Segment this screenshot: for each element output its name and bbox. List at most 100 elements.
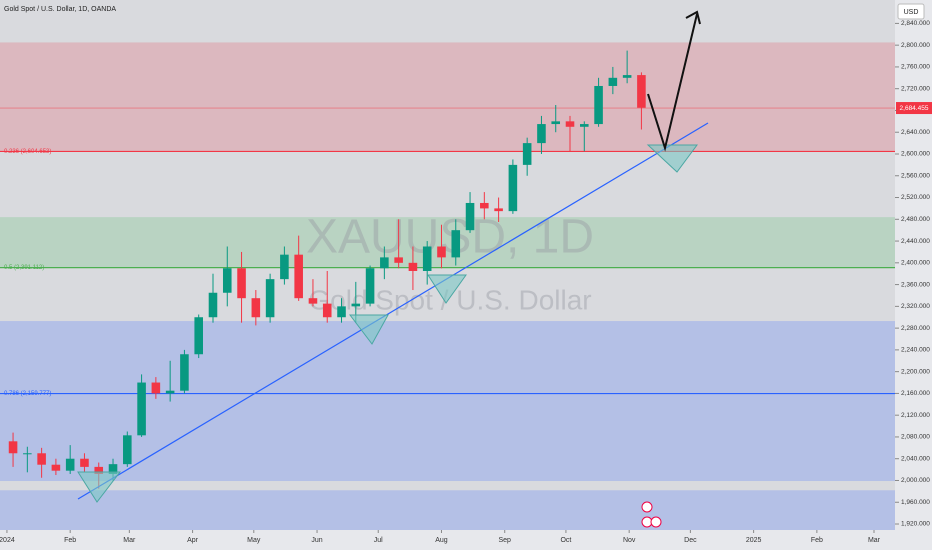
candle-body bbox=[365, 268, 375, 304]
currency-box bbox=[897, 3, 925, 20]
y-tick-label: 2,240.000 bbox=[901, 347, 930, 354]
x-tick-label: Feb bbox=[64, 537, 76, 544]
candle-body bbox=[23, 453, 32, 455]
y-tick-label: 2,640.000 bbox=[901, 129, 930, 136]
candle-body bbox=[94, 466, 104, 474]
price-axis-background bbox=[895, 0, 932, 550]
y-tick-label: 2,480.000 bbox=[901, 216, 930, 223]
axes: 1,920.000 1,960.000 2,000.000 2,040.000 2,08… bbox=[0, 20, 932, 544]
candle-body bbox=[280, 254, 289, 280]
zone bbox=[0, 321, 895, 482]
candle-body bbox=[351, 303, 361, 307]
y-tick-label: 2,840.000 bbox=[901, 20, 930, 27]
candle-body bbox=[451, 230, 461, 258]
y-tick-label: 2,560.000 bbox=[901, 172, 930, 179]
last-price-box bbox=[896, 102, 932, 115]
y-tick-label: 2,800.000 bbox=[901, 42, 930, 49]
y-tick-label: 2,000.000 bbox=[901, 477, 930, 484]
currency-label: USD bbox=[904, 9, 919, 16]
candle-body bbox=[251, 298, 261, 318]
y-tick-label: 2,160.000 bbox=[901, 390, 930, 397]
candle-body bbox=[151, 382, 161, 394]
drawings bbox=[77, 10, 709, 528]
candle-body bbox=[165, 390, 175, 394]
candle-body bbox=[37, 453, 46, 465]
arrow-head bbox=[685, 10, 701, 25]
y-tick-label: 2,760.000 bbox=[901, 64, 930, 71]
y-tick-label: 2,360.000 bbox=[901, 281, 930, 288]
candle-body bbox=[537, 124, 546, 144]
fib-levels: 0.236 (2,604.653) 0.5 (2,391.112) 0.786 (2… bbox=[0, 107, 895, 397]
candle-body bbox=[380, 257, 389, 269]
y-tick-label: 2,600.000 bbox=[901, 151, 930, 158]
projection-arrow bbox=[647, 13, 698, 152]
candle-body bbox=[222, 268, 232, 293]
zone bbox=[0, 42, 895, 152]
watermark: XAUUSD, 1D Gold Spot / U.S. Dollar bbox=[306, 211, 594, 316]
candle-body bbox=[294, 254, 303, 299]
candle-body bbox=[108, 464, 118, 474]
y-tick-label: 2,320.000 bbox=[901, 303, 930, 310]
x-tick-label: Sep bbox=[498, 537, 511, 544]
x-tick-label: Feb bbox=[811, 537, 823, 544]
x-tick-label: Mar bbox=[123, 537, 136, 544]
candle-body bbox=[237, 268, 246, 299]
chart-title: Gold Spot / U.S. Dollar, 1D, OANDA bbox=[4, 6, 116, 13]
candle-body bbox=[465, 202, 475, 231]
fib-label: 0.236 (2,604.653) bbox=[4, 149, 51, 155]
candle-body bbox=[208, 292, 218, 318]
candle-body bbox=[494, 208, 503, 212]
y-tick-label: 1,920.000 bbox=[901, 521, 930, 528]
y-tick-label: 2,080.000 bbox=[901, 434, 930, 441]
candle-body bbox=[608, 77, 618, 86]
x-tick-label: Apr bbox=[187, 537, 199, 544]
y-tick-label: 2,520.000 bbox=[901, 194, 930, 201]
x-tick-label: Oct bbox=[560, 537, 571, 544]
candle-body bbox=[322, 303, 332, 318]
y-tick-label: 2,440.000 bbox=[901, 238, 930, 245]
x-tick-label: Nov bbox=[623, 537, 636, 544]
y-tick-label: 2,040.000 bbox=[901, 455, 930, 462]
x-tick-label: 2025 bbox=[746, 537, 762, 544]
candle-body bbox=[422, 246, 432, 271]
triangle-marker bbox=[427, 274, 467, 304]
triangle-marker bbox=[646, 144, 698, 173]
candle-body bbox=[80, 458, 89, 467]
candle-body bbox=[265, 279, 275, 318]
trend-line bbox=[77, 122, 709, 500]
triangle-marker bbox=[77, 471, 122, 503]
event-icon bbox=[650, 516, 662, 528]
y-tick-label: 2,120.000 bbox=[901, 412, 930, 419]
y-tick-label: 2,720.000 bbox=[901, 85, 930, 92]
last-price-label: 2,684.455 bbox=[900, 105, 929, 112]
candle-body bbox=[580, 124, 589, 127]
candle-body bbox=[51, 464, 61, 471]
triangle-marker bbox=[348, 314, 389, 345]
zone bbox=[0, 490, 895, 530]
candle-body bbox=[65, 458, 75, 471]
y-tick-label: 2,200.000 bbox=[901, 368, 930, 375]
candle-body bbox=[480, 202, 489, 209]
candle-body bbox=[637, 75, 646, 108]
candle-body bbox=[180, 354, 189, 391]
candle-body bbox=[194, 317, 203, 355]
x-tick-label: 2024 bbox=[0, 537, 15, 544]
candle-body bbox=[565, 121, 575, 127]
candle-body bbox=[594, 85, 603, 125]
candle-body bbox=[508, 164, 518, 212]
candle-body bbox=[622, 75, 632, 78]
zones bbox=[0, 42, 895, 530]
candle-body bbox=[551, 121, 561, 125]
candle-body bbox=[8, 441, 18, 454]
candles bbox=[8, 50, 646, 489]
candle-body bbox=[123, 435, 132, 465]
time-axis-background bbox=[0, 530, 895, 550]
y-tick-label: 2,400.000 bbox=[901, 260, 930, 267]
candle-body bbox=[408, 262, 418, 271]
candle-body bbox=[337, 306, 346, 318]
candle-body bbox=[437, 246, 446, 258]
y-tick-label: 2,280.000 bbox=[901, 325, 930, 332]
candle-body bbox=[522, 143, 532, 165]
fib-label: 0.5 (2,391.112) bbox=[4, 265, 44, 271]
